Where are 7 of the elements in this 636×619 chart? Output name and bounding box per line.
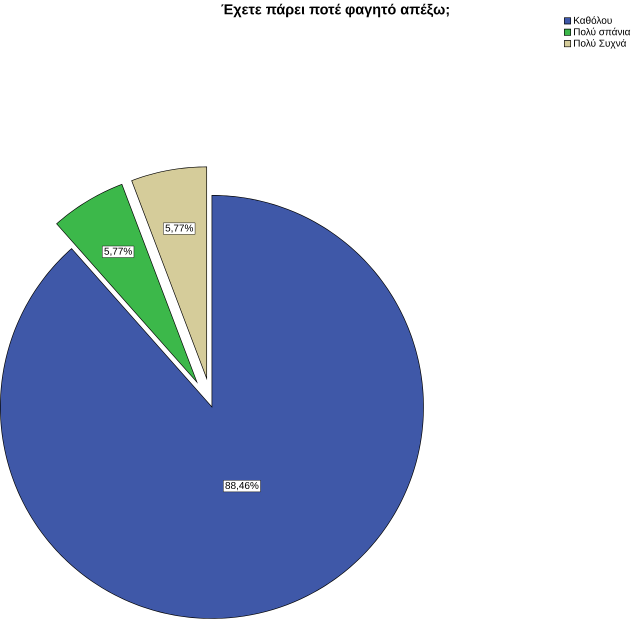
data-label: 5,77% [104, 248, 132, 256]
data-label: 88,46% [225, 482, 259, 490]
data-label: 5,77% [165, 224, 194, 233]
legend-label: Πολύ σπάνια [574, 28, 630, 36]
legend-label: Πολύ Συχνά [574, 39, 626, 49]
chart-title: Έχετε πάρει ποτέ φαγητό απέξω; [221, 4, 449, 18]
legend-label: Καθόλου [574, 16, 612, 24]
